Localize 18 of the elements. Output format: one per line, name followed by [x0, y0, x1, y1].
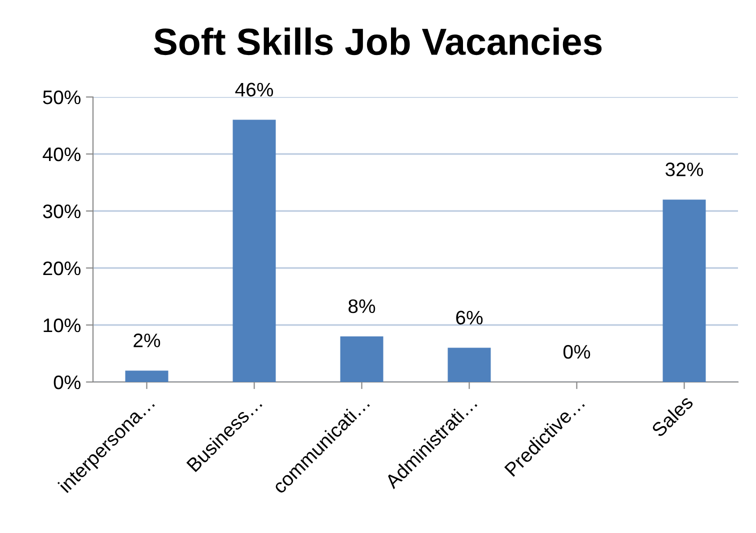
bar: [125, 370, 168, 382]
y-tick-label: 30%: [43, 204, 81, 218]
bar: [448, 348, 491, 382]
data-label: 8%: [348, 299, 376, 314]
y-tick-label: 10%: [44, 318, 81, 332]
y-tick-label: 0%: [54, 375, 81, 390]
bar: [232, 120, 276, 382]
bar: [662, 200, 706, 382]
data-label: 2%: [134, 334, 160, 348]
y-tick-label: 40%: [42, 147, 81, 162]
y-tick-label: 50%: [43, 90, 81, 104]
chart-title: Soft Skills Job Vacancies: [154, 28, 602, 56]
data-label: 6%: [456, 310, 483, 325]
bar: [340, 336, 384, 382]
data-label: 46%: [235, 82, 274, 97]
y-tick-label: 20%: [43, 261, 81, 276]
data-label: 0%: [563, 344, 590, 359]
data-label: 32%: [666, 162, 704, 176]
